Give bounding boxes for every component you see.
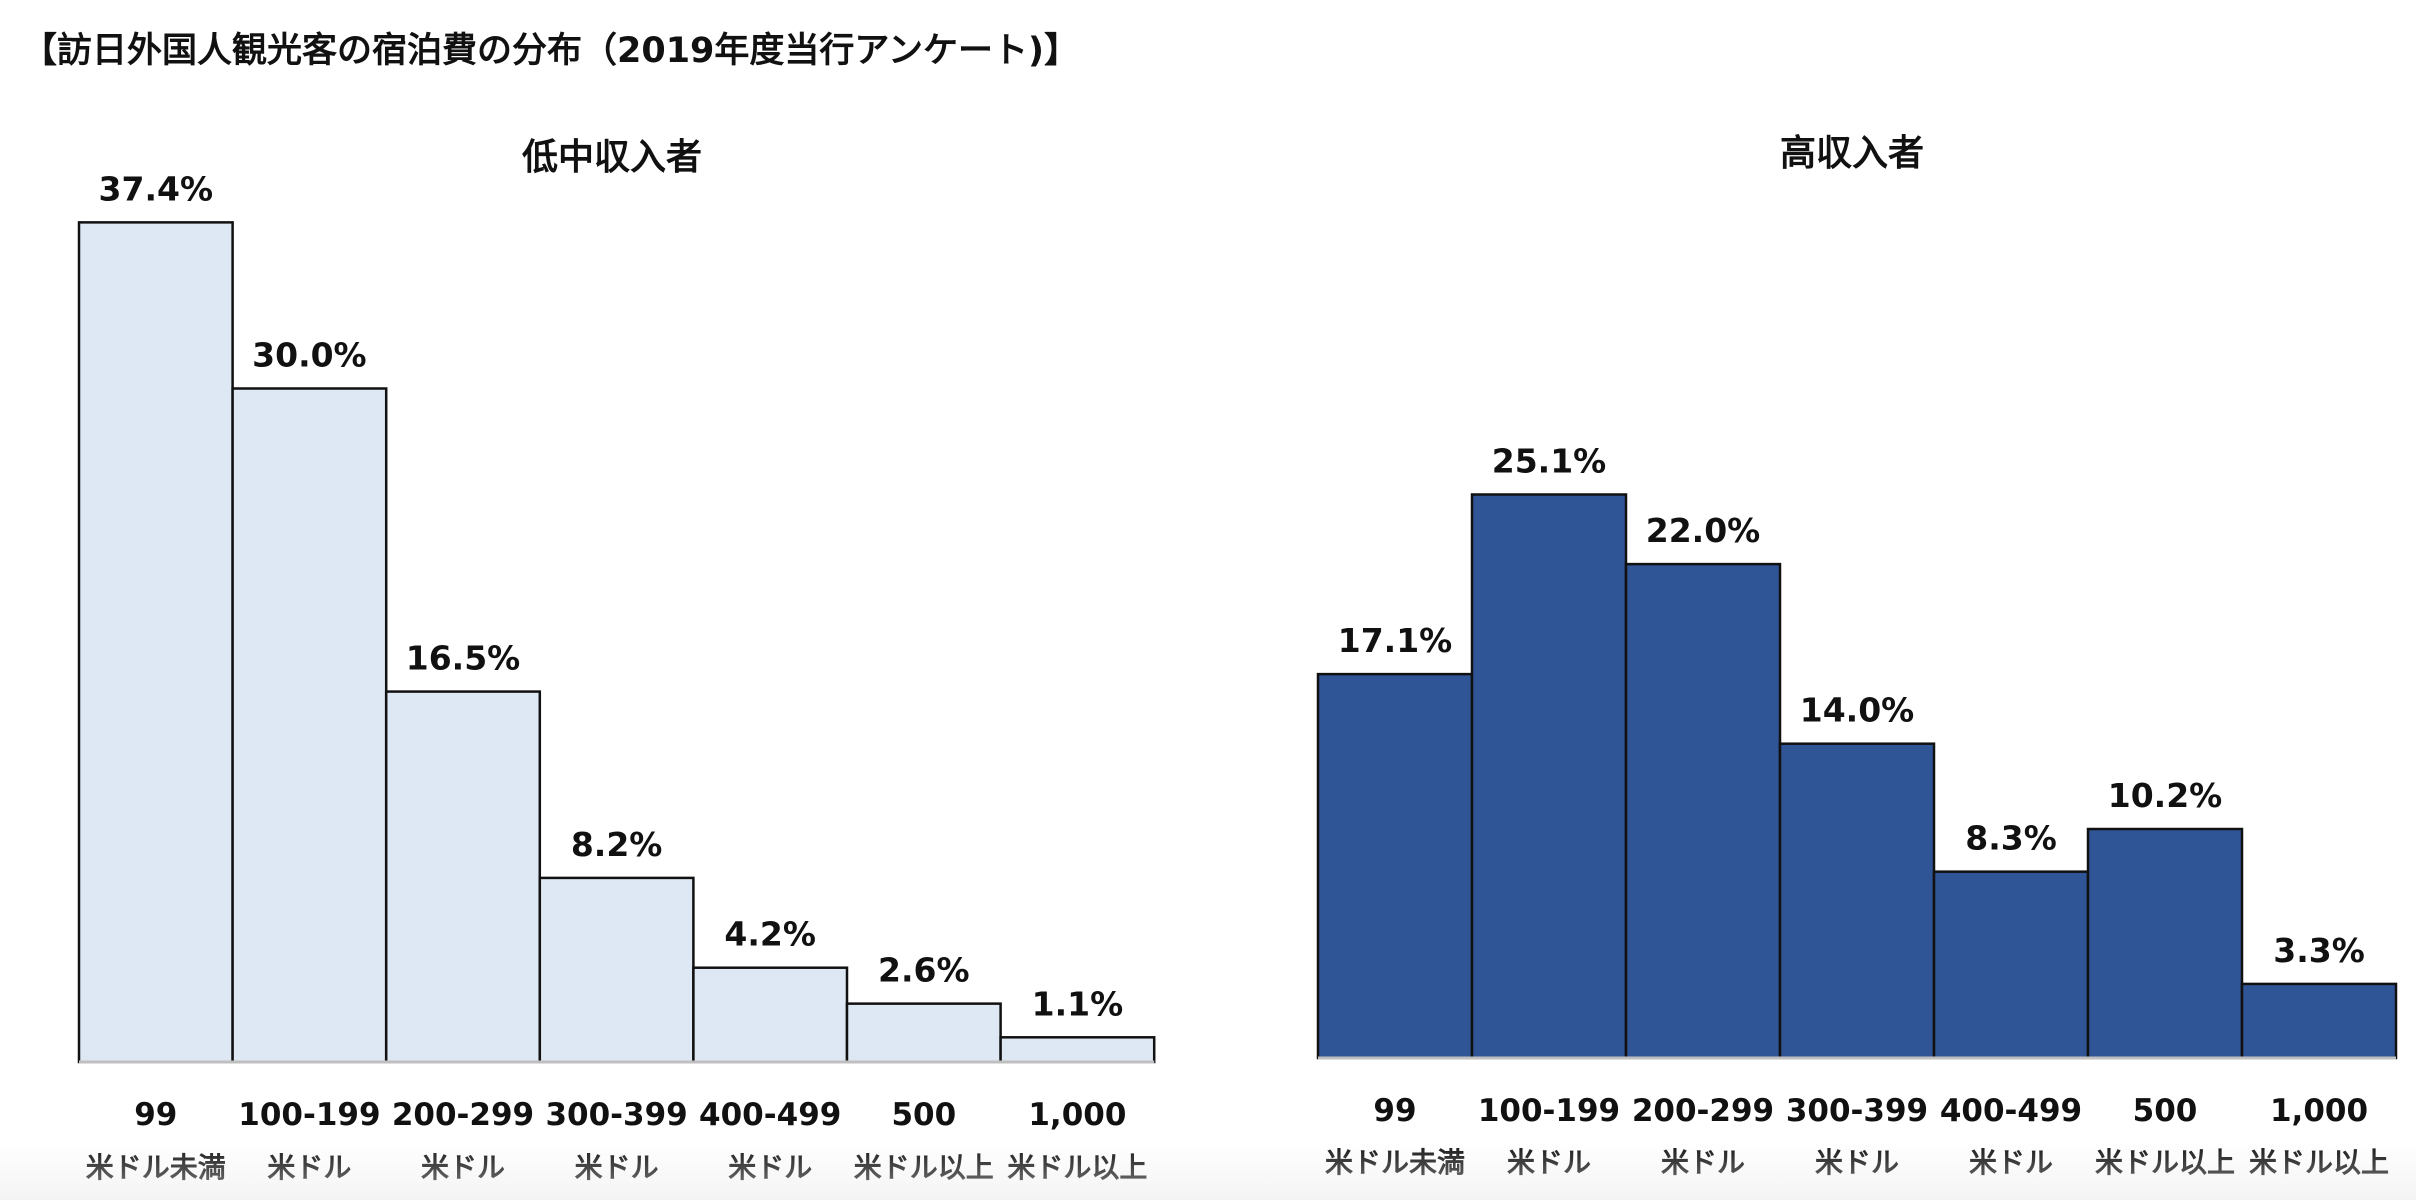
category-unit-label-low-5: 米ドル以上 xyxy=(854,1151,994,1184)
category-label-high-6: 1,000 xyxy=(2270,1093,2368,1129)
bar-low-2 xyxy=(384,690,542,1064)
chart-low-middle-income: 37.4% 99 米ドル未満 30.0% 100-199 米ドル 16.5% 200-299 米… xyxy=(77,169,1156,1184)
category-label-low-1: 100-199 xyxy=(238,1097,380,1133)
category-label-low-6: 1,000 xyxy=(1028,1097,1126,1133)
value-label-high-1: 25.1% xyxy=(1492,442,1607,481)
category-unit-label-high-4: 米ドル xyxy=(1969,1146,2053,1179)
category-label-high-0: 99 xyxy=(1373,1093,1416,1129)
bar-low-6 xyxy=(999,1036,1156,1064)
value-label-low-4: 4.2% xyxy=(724,915,816,954)
value-label-low-1: 30.0% xyxy=(252,336,367,375)
chart-title-low-middle-income: 低中収入者 xyxy=(521,137,702,178)
bar-low-3 xyxy=(538,876,695,1064)
category-unit-label-high-3: 米ドル xyxy=(1815,1146,1899,1179)
bar-high-2 xyxy=(1624,562,1782,1060)
category-label-high-3: 300-399 xyxy=(1786,1093,1928,1129)
category-label-low-4: 400-499 xyxy=(699,1097,841,1133)
value-label-high-4: 8.3% xyxy=(1965,819,2057,858)
category-label-high-5: 500 xyxy=(2133,1093,2198,1129)
category-unit-label-low-2: 米ドル xyxy=(421,1151,505,1184)
value-label-high-2: 22.0% xyxy=(1646,511,1761,550)
bar-high-5 xyxy=(2086,827,2244,1060)
category-unit-label-high-2: 米ドル xyxy=(1661,1146,1745,1179)
bar-high-4 xyxy=(1932,870,2090,1060)
page-title: 【訪日外国人観光客の宿泊費の分布（2019年度当行アンケート)】 xyxy=(22,31,1080,71)
chart-high-income: 17.1% 99 米ドル未満 25.1% 100-199 米ドル 22.0% 200-299 米… xyxy=(1316,442,2398,1179)
value-label-low-3: 8.2% xyxy=(571,825,663,864)
value-label-high-3: 14.0% xyxy=(1800,691,1915,730)
category-label-high-2: 200-299 xyxy=(1632,1093,1774,1129)
category-unit-label-low-6: 米ドル以上 xyxy=(1007,1151,1147,1184)
bar-low-0 xyxy=(77,221,234,1064)
bar-low-4 xyxy=(692,966,849,1064)
category-unit-label-low-4: 米ドル xyxy=(728,1151,812,1184)
value-label-low-0: 37.4% xyxy=(99,169,214,208)
category-label-low-5: 500 xyxy=(891,1097,956,1133)
value-label-low-2: 16.5% xyxy=(406,639,521,678)
chart-title-high-income: 高収入者 xyxy=(1779,133,1924,174)
category-unit-label-low-0: 米ドル未満 xyxy=(86,1151,226,1184)
value-label-low-6: 1.1% xyxy=(1032,984,1124,1023)
category-label-low-3: 300-399 xyxy=(545,1097,687,1133)
category-label-low-2: 200-299 xyxy=(392,1097,534,1133)
category-label-low-0: 99 xyxy=(134,1097,177,1133)
category-label-high-1: 100-199 xyxy=(1478,1093,1620,1129)
category-unit-label-low-1: 米ドル xyxy=(267,1151,351,1184)
category-label-high-4: 400-499 xyxy=(1940,1093,2082,1129)
bar-high-6 xyxy=(2240,982,2398,1060)
bar-high-3 xyxy=(1778,742,1936,1060)
bar-low-5 xyxy=(845,1002,1002,1064)
category-unit-label-high-1: 米ドル xyxy=(1507,1146,1591,1179)
bar-low-1 xyxy=(231,387,388,1064)
value-label-low-5: 2.6% xyxy=(878,951,970,990)
category-unit-label-low-3: 米ドル xyxy=(575,1151,659,1184)
category-unit-label-high-5: 米ドル以上 xyxy=(2095,1146,2235,1179)
category-unit-label-high-0: 米ドル未満 xyxy=(1325,1146,1465,1179)
value-label-high-0: 17.1% xyxy=(1338,621,1453,660)
bar-high-1 xyxy=(1470,493,1628,1060)
bar-high-0 xyxy=(1316,672,1474,1060)
value-label-high-6: 3.3% xyxy=(2273,931,2365,970)
category-unit-label-high-6: 米ドル以上 xyxy=(2249,1146,2389,1179)
value-label-high-5: 10.2% xyxy=(2108,776,2223,815)
